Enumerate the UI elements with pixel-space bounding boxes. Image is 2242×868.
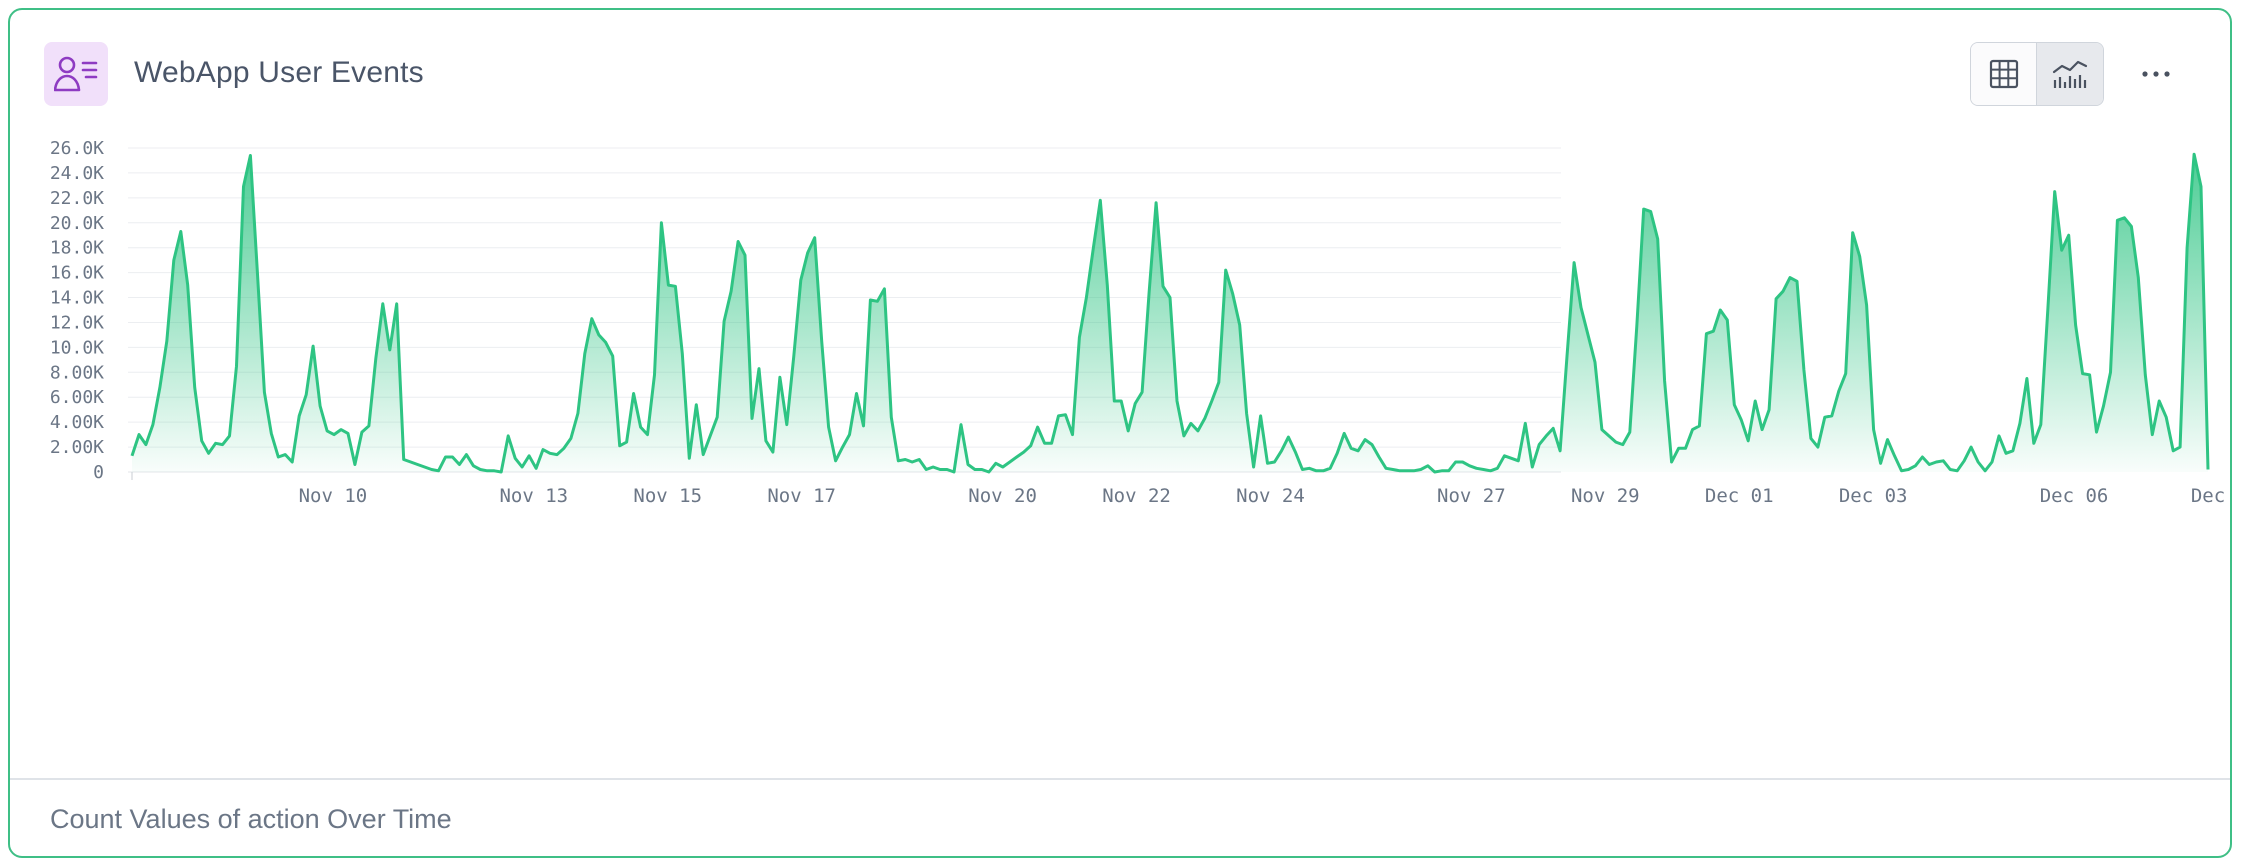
y-tick-label: 10.0K (50, 337, 104, 358)
x-tick-label: Dec (2191, 485, 2225, 507)
widget-header: WebApp User Events (10, 10, 2230, 140)
x-tick-label: Nov 10 (299, 485, 368, 507)
x-tick-label: Nov 13 (499, 485, 568, 507)
grid-icon (1989, 59, 2018, 89)
footer-divider (10, 778, 2230, 780)
user-list-icon (44, 42, 108, 106)
x-tick-label: Dec 03 (1839, 485, 1908, 507)
y-tick-label: 6.00K (50, 387, 104, 408)
chart-area: 0 2.00K 4.00K 6.00K 8.00K 10.0K 12.0K 14.0K 16.0… (10, 138, 2232, 780)
y-tick-label: 14.0K (50, 288, 104, 309)
x-tick-label: Nov 17 (767, 485, 836, 507)
y-tick-label: 0 (93, 462, 104, 483)
more-horizontal-icon (2142, 71, 2170, 77)
widget-title: WebApp User Events (134, 56, 424, 89)
y-tick-label: 26.0K (50, 140, 104, 159)
more-options-button[interactable] (2128, 46, 2184, 102)
chart-caption: Count Values of action Over Time (50, 804, 452, 834)
y-tick-label: 8.00K (50, 362, 104, 383)
x-tick-label: Dec 01 (1705, 485, 1774, 507)
chart-view-button[interactable] (2037, 43, 2103, 105)
series-line[interactable] (130, 152, 2210, 474)
events-area-chart[interactable]: 0 2.00K 4.00K 6.00K 8.00K 10.0K 12.0K 14.0K 16.0… (10, 138, 2232, 780)
x-tick-label: Nov 24 (1236, 485, 1305, 507)
y-tick-label: 22.0K (50, 188, 104, 209)
table-view-button[interactable] (1971, 43, 2037, 105)
x-tick-label: Nov 27 (1437, 485, 1506, 507)
view-toggle (1970, 42, 2104, 106)
y-tick-label: 18.0K (50, 238, 104, 259)
line-bar-chart-icon (2052, 60, 2088, 88)
x-tick-label: Nov 15 (633, 485, 702, 507)
y-tick-label: 20.0K (50, 213, 104, 234)
y-tick-label: 24.0K (50, 163, 104, 184)
x-tick-label: Nov 22 (1102, 485, 1171, 507)
y-tick-label: 16.0K (50, 263, 104, 284)
widget-card: WebApp User Events (8, 8, 2232, 858)
y-tick-label: 2.00K (50, 437, 104, 458)
y-tick-label: 4.00K (50, 412, 104, 433)
y-tick-label: 12.0K (50, 312, 104, 333)
x-tick-label: Dec 06 (2040, 485, 2109, 507)
x-tick-label: Nov 20 (968, 485, 1037, 507)
x-tick-label: Nov 29 (1571, 485, 1640, 507)
